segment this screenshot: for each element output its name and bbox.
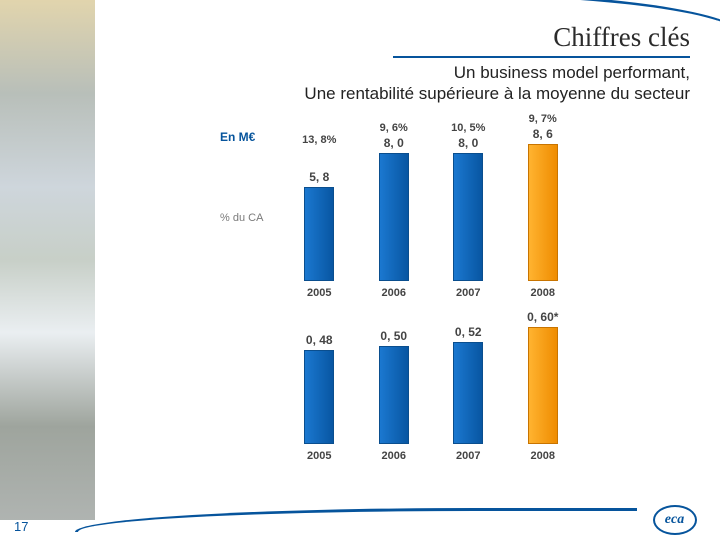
chart2-bar	[379, 346, 409, 444]
chart1-value-label: 5, 8	[309, 170, 329, 184]
page-subtitle: Un business model performant, Une rentab…	[304, 62, 690, 105]
chart2-value-label: 0, 60*	[527, 310, 558, 324]
chart1-bar	[528, 144, 558, 281]
chart1-value-label: 8, 0	[384, 136, 404, 150]
subtitle-line-1: Un business model performant,	[454, 63, 690, 82]
chart2-bars: 0, 4820050, 5020060, 5220070, 60*2008	[282, 332, 580, 462]
chart2-bar-col: 0, 60* 2008	[508, 310, 578, 462]
chart1-percent-label: 13, 8%	[302, 134, 336, 146]
chart2-value-label: 0, 52	[455, 325, 482, 339]
chart2-x-label: 2005	[307, 450, 331, 462]
subtitle-line-2: Une rentabilité supérieure à la moyenne …	[304, 84, 690, 103]
chart1-value-label: 8, 6	[533, 127, 553, 141]
eca-logo: eca	[653, 505, 697, 535]
chart2-bar	[453, 342, 483, 444]
sidebar-photo-strip	[0, 0, 95, 520]
chart1-bar-col: 9, 7% 8, 6 2008	[508, 113, 578, 299]
page-title: Chiffres clés	[393, 22, 690, 58]
logo-wrap: eca	[647, 500, 702, 540]
chart2-bar	[528, 327, 558, 444]
footer-arc	[75, 508, 637, 532]
chart2-x-label: 2006	[382, 450, 406, 462]
chart2-bar-col: 0, 48 2005	[284, 315, 354, 462]
chart1-bars: 13, 8%5, 820059, 6%8, 0200610, 5%8, 0200…	[282, 150, 580, 300]
chart-bnpa: 0, 4820050, 5020060, 5220070, 60*2008	[220, 332, 580, 462]
chart2-x-label: 2007	[456, 450, 480, 462]
chart2-bar-col: 0, 50 2006	[359, 315, 429, 462]
chart1-x-label: 2005	[307, 287, 331, 299]
chart2-bar-col: 0, 52 2007	[433, 315, 503, 462]
slide: Chiffres clés Un business model performa…	[0, 0, 720, 540]
chart1-ca-label: % du CA	[220, 212, 263, 224]
footer-strip: eca	[75, 507, 720, 532]
chart-resultat-net: En M€ % du CA 13, 8%5, 820059, 6%8, 0200…	[220, 130, 580, 320]
chart1-bar	[304, 187, 334, 281]
chart1-percent-label: 9, 6%	[380, 122, 408, 134]
chart1-bar-col: 13, 8% 5, 8 2005	[284, 134, 354, 299]
chart1-x-label: 2008	[531, 287, 555, 299]
chart1-bar-col: 9, 6% 8, 0 2006	[359, 122, 429, 299]
chart2-x-label: 2008	[531, 450, 555, 462]
chart1-bar	[453, 153, 483, 281]
chart1-x-label: 2007	[456, 287, 480, 299]
chart1-bar-col: 10, 5% 8, 0 2007	[433, 122, 503, 299]
chart1-percent-label: 9, 7%	[529, 113, 557, 125]
chart2-value-label: 0, 48	[306, 333, 333, 347]
page-number: 17	[14, 519, 28, 534]
chart1-x-label: 2006	[382, 287, 406, 299]
chart2-bar	[304, 350, 334, 444]
chart1-percent-label: 10, 5%	[451, 122, 485, 134]
chart1-value-label: 8, 0	[458, 136, 478, 150]
chart2-value-label: 0, 50	[380, 329, 407, 343]
chart1-bar	[379, 153, 409, 281]
